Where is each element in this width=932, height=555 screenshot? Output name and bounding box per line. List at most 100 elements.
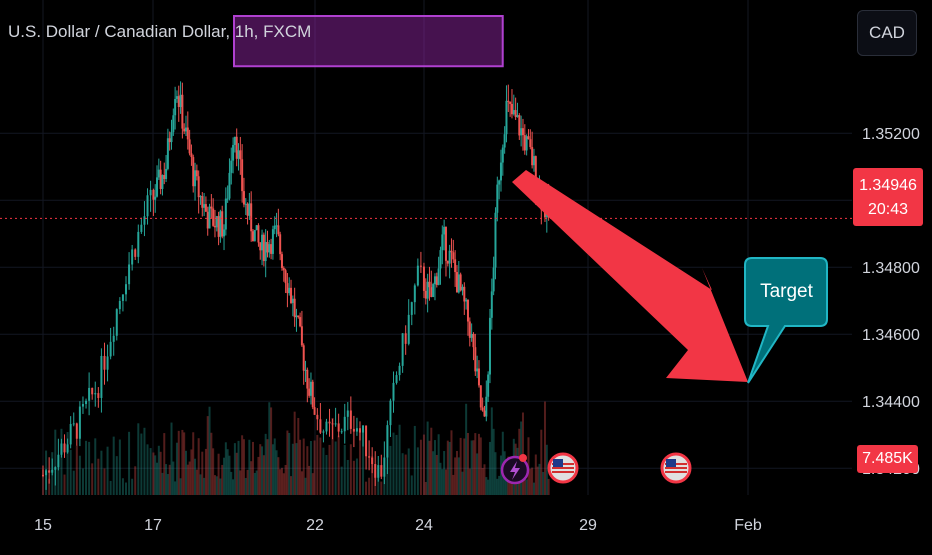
volume-bar <box>521 412 524 495</box>
chart-title: U.S. Dollar / Canadian Dollar, 1h, FXCM <box>8 22 312 41</box>
candle-body <box>398 365 401 376</box>
candle-body <box>143 216 146 225</box>
candle-body <box>75 423 78 439</box>
volume-bar <box>203 477 206 495</box>
candle-body <box>437 268 440 285</box>
volume-bar <box>210 432 213 495</box>
volume-bar <box>172 461 175 495</box>
candle-body <box>137 231 140 257</box>
candle-body <box>512 110 515 115</box>
candle-body <box>118 300 121 310</box>
candle-body <box>210 206 213 209</box>
volume-bar <box>352 460 355 495</box>
candle-body <box>490 291 493 318</box>
volume-bar <box>213 475 216 495</box>
volume-bar <box>60 428 63 495</box>
volume-bar <box>531 467 534 495</box>
candle-body <box>177 96 180 108</box>
candle-body <box>529 139 532 148</box>
volume-bar <box>319 437 322 495</box>
candle-body <box>223 229 226 237</box>
candle-body <box>268 244 271 253</box>
volume-bar <box>426 421 429 495</box>
candle-body <box>241 159 244 192</box>
volume-bar <box>540 429 543 495</box>
volume-bar <box>538 463 541 495</box>
volume-bar <box>159 451 162 495</box>
candle-body <box>115 309 118 336</box>
candle-body <box>476 368 479 372</box>
candle-body <box>466 299 469 322</box>
candle-body <box>69 424 72 445</box>
volume-bar <box>446 440 449 495</box>
candle-body <box>157 169 160 178</box>
volume-bar <box>179 478 182 495</box>
candle-body <box>306 369 309 389</box>
candle-body <box>395 375 398 383</box>
volume-bar <box>228 455 231 495</box>
candle-body <box>322 431 325 433</box>
candle-body <box>252 231 255 242</box>
x-axis: 15 17 22 24 29 Feb <box>34 517 762 534</box>
candle-body <box>454 259 457 273</box>
candle-body <box>282 268 285 271</box>
volume-bar <box>297 417 300 495</box>
candle-body <box>291 298 294 303</box>
candle-body <box>219 211 222 237</box>
candle-body <box>100 355 103 398</box>
candle-body <box>352 428 355 432</box>
us-flag-icon[interactable] <box>660 452 692 484</box>
volume-bar <box>106 446 109 495</box>
volume-bar <box>424 481 427 495</box>
candle-body <box>228 172 231 199</box>
candle-body <box>203 204 206 208</box>
candle-body <box>355 428 358 432</box>
volume-bar <box>190 449 193 495</box>
y-tick-label: 1.34400 <box>862 394 920 411</box>
x-tick-label: 22 <box>306 517 324 534</box>
candle-body <box>498 180 501 185</box>
candle-body <box>266 242 269 253</box>
volume-bar <box>184 450 187 495</box>
volume-bar <box>284 464 287 495</box>
candle-body <box>481 407 484 411</box>
x-tick-label: 24 <box>415 517 433 534</box>
current-price-tag: 1.34946 20:43 <box>853 168 923 226</box>
volume-bar <box>121 478 124 495</box>
candle-body <box>371 457 374 465</box>
us-flag-icon[interactable] <box>547 452 579 484</box>
volume-bar <box>299 439 302 495</box>
candle-body <box>485 396 488 417</box>
volume-bar <box>237 440 240 495</box>
volume-bar <box>252 441 255 495</box>
candle-body <box>264 242 267 262</box>
volume-bar <box>230 471 233 495</box>
volume-bar <box>455 450 458 495</box>
volume-bar <box>279 469 282 495</box>
target-callout[interactable] <box>744 257 828 384</box>
candle-body <box>181 94 184 129</box>
lightning-event-icon[interactable] <box>500 454 530 485</box>
candle-body <box>505 100 508 135</box>
candle-body <box>349 410 352 429</box>
candle-body <box>472 333 475 348</box>
candle-body <box>496 184 499 213</box>
currency-button[interactable]: CAD <box>857 10 917 56</box>
candle-body <box>300 326 303 346</box>
candle-body <box>199 196 202 198</box>
candle-body <box>239 150 242 160</box>
candle-body <box>224 198 227 230</box>
candle-body <box>325 421 328 432</box>
candle-body <box>204 204 207 212</box>
target-arrow[interactable] <box>512 170 748 382</box>
candle-body <box>311 381 314 408</box>
highlight-rectangle[interactable] <box>233 15 504 68</box>
candle-body <box>128 264 131 285</box>
candle-body <box>213 225 216 228</box>
candle-body <box>514 110 517 118</box>
target-label: Target <box>760 281 813 302</box>
volume-bar <box>194 458 197 495</box>
candle-body <box>51 469 54 473</box>
